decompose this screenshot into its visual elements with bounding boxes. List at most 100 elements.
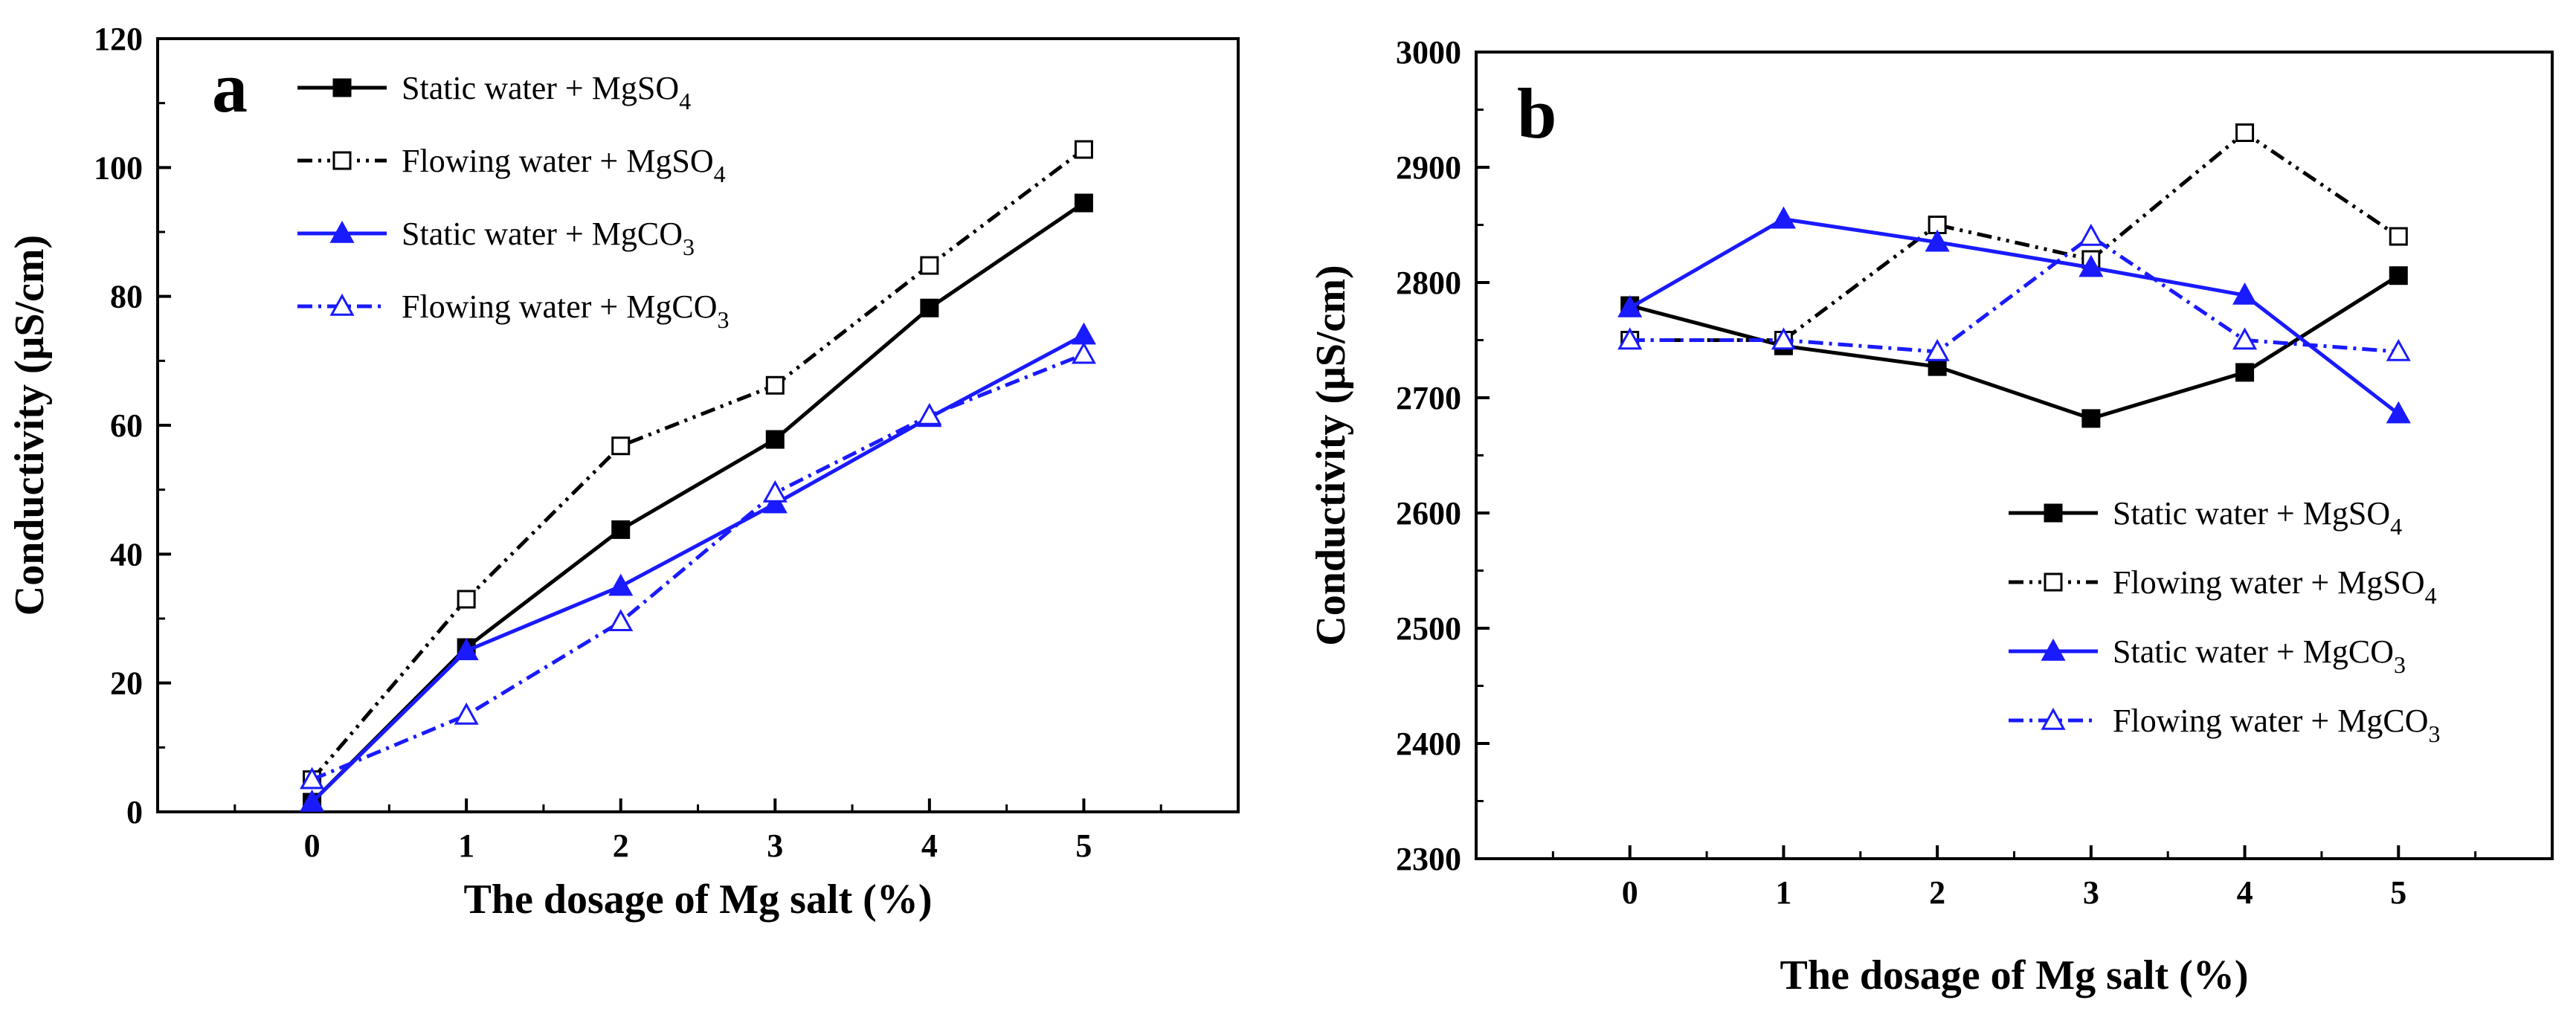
data-point: [917, 402, 942, 425]
legend-label-main: Static water + MgSO: [2113, 495, 2390, 532]
data-point: [1074, 193, 1093, 213]
data-point: [1925, 229, 1950, 252]
legend-marker: [332, 78, 352, 97]
data-point: [1925, 338, 1950, 361]
legend-label: Static water + MgSO4: [2113, 495, 2402, 540]
chart-panel-b: 2300 2400 2500 2600 2700 2800 2900 3000 0 1 2 3 4 5 Co…: [1308, 34, 2554, 998]
series-line: [1629, 217, 2400, 416]
data-point: [1074, 140, 1093, 159]
x-tick-label: 2: [613, 827, 629, 864]
x-tick-label: 2: [1929, 874, 1945, 911]
legend-marker: [2041, 707, 2066, 730]
legend-label-main: Flowing water + MgCO: [2113, 703, 2428, 739]
data-point: [1617, 295, 1643, 317]
y-tick-label: 2700: [1396, 380, 1461, 416]
data-point: [765, 375, 785, 395]
y-tick-label: 2500: [1396, 610, 1461, 647]
data-point: [765, 430, 785, 449]
legend-label: Static water + MgCO3: [2113, 633, 2406, 678]
y-tick-label: 3000: [1396, 34, 1461, 71]
legend-label: Static water + MgCO3: [402, 216, 695, 260]
x-tick-label: 3: [2083, 874, 2099, 911]
legend-label-subscript: 3: [683, 233, 695, 260]
data-point: [762, 480, 788, 503]
series-3: [1617, 223, 2411, 361]
series-line: [1629, 233, 2399, 354]
y-tick-label: 2600: [1396, 495, 1461, 532]
series-line: [1629, 274, 2400, 421]
data-point: [608, 609, 634, 632]
data-point: [2235, 363, 2255, 382]
data-point: [2232, 327, 2258, 350]
data-point: [2235, 123, 2255, 142]
y-tick-label: 2300: [1396, 841, 1461, 877]
series-3: [300, 341, 1096, 790]
series-2: [300, 322, 1096, 812]
data-point: [920, 298, 939, 317]
panel-letter: a: [212, 48, 248, 127]
data-point: [2081, 409, 2101, 428]
data-point: [1771, 206, 1796, 229]
series-0: [303, 193, 1093, 812]
legend-label-subscript: 3: [2428, 720, 2440, 747]
x-tick-label: 4: [921, 827, 938, 864]
y-axis-title: Conductivity (μS/cm): [7, 235, 53, 616]
data-point: [1617, 327, 1643, 350]
y-tick-label: 40: [110, 536, 143, 572]
x-tick-label: 4: [2237, 874, 2253, 911]
series-line: [311, 352, 1085, 781]
data-point: [1071, 341, 1096, 364]
legend-label: Flowing water + MgSO4: [402, 143, 726, 187]
data-point: [2232, 282, 2258, 305]
y-tick-label: 0: [126, 794, 143, 830]
legend-marker: [332, 151, 352, 170]
legend-label-main: Flowing water + MgCO: [402, 288, 717, 325]
series-0: [1620, 266, 2408, 428]
legend-label-subscript: 3: [2394, 651, 2406, 678]
data-point: [608, 573, 634, 596]
x-tick-label: 1: [458, 827, 474, 864]
legend-label-subscript: 3: [717, 306, 729, 333]
data-point: [2389, 227, 2408, 246]
y-tick-label: 20: [110, 665, 143, 702]
series-1: [303, 140, 1093, 790]
legend-label-subscript: 4: [714, 161, 726, 187]
legend-label-subscript: 4: [2390, 513, 2402, 540]
x-axis-title: The dosage of Mg salt (%): [1780, 952, 2249, 998]
series-1: [1620, 123, 2408, 349]
legend-label-subscript: 4: [679, 88, 691, 114]
data-point: [1771, 327, 1796, 350]
panel-letter: b: [1517, 74, 1556, 153]
data-point: [1071, 322, 1096, 345]
x-tick-label: 5: [1075, 827, 1092, 864]
data-point: [2386, 401, 2411, 424]
x-tick-label: 0: [304, 827, 321, 864]
legend-label-main: Flowing water + MgSO: [402, 143, 714, 179]
legend-label: Flowing water + MgCO3: [2113, 703, 2440, 747]
legend-marker: [2044, 572, 2063, 592]
data-point: [611, 520, 631, 539]
legend-marker: [2044, 503, 2063, 523]
legend-label: Static water + MgSO4: [402, 70, 691, 114]
y-tick-label: 120: [94, 21, 143, 57]
series-line: [310, 148, 1085, 781]
legend-marker: [329, 220, 355, 243]
legend-marker: [329, 293, 355, 316]
data-point: [762, 491, 788, 514]
legend-label: Flowing water + MgCO3: [402, 288, 729, 333]
y-tick-label: 2900: [1396, 149, 1461, 186]
legend: Static water + MgSO4 Flowing water + MgSO…: [297, 70, 729, 333]
data-point: [454, 702, 479, 725]
series-line: [1629, 130, 2400, 342]
y-axis-title: Conductivity (μS/cm): [1308, 265, 1354, 645]
y-tick-label: 2400: [1396, 726, 1461, 762]
data-point: [2386, 338, 2411, 361]
data-point: [2078, 223, 2104, 246]
series-line: [310, 201, 1085, 804]
data-point: [300, 767, 325, 790]
series-2: [1617, 206, 2411, 424]
y-tick-label: 80: [110, 279, 143, 315]
data-point: [2389, 266, 2408, 285]
